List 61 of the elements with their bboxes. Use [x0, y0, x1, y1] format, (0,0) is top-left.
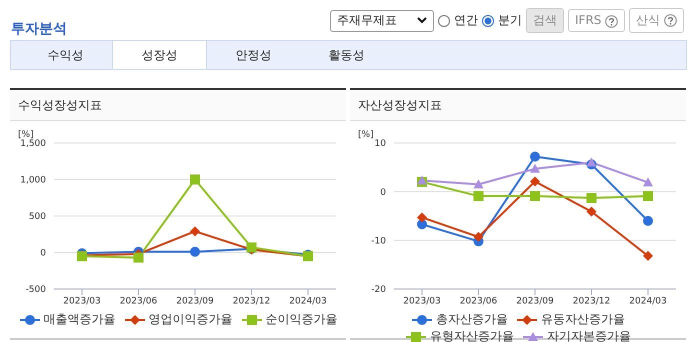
y-tick-label: 500 [28, 212, 46, 222]
point [586, 192, 596, 203]
x-tick-label: 2023/03 [63, 296, 101, 306]
x-tick-label: 2023/12 [572, 296, 610, 306]
point [417, 212, 427, 222]
legend-label: 총자산증가율 [435, 311, 508, 328]
x-tick-label: 2023/03 [403, 296, 441, 306]
x-tick-label: 2023/06 [120, 296, 158, 306]
point [643, 250, 653, 261]
dropdown-field: 주재무제표 [330, 10, 434, 32]
y-tick-label: 0 [40, 248, 46, 259]
point [190, 246, 200, 257]
point [643, 191, 653, 202]
y-tick-label: 10 [374, 139, 386, 150]
y-tick-label: -20 [371, 285, 386, 296]
chart-title: 자산성장성지표 [350, 90, 686, 121]
point [643, 177, 653, 186]
point [190, 174, 200, 184]
point [586, 206, 596, 217]
x-tick-label: 2023/09 [516, 296, 554, 306]
legend-label: 유동자산증가율 [540, 311, 625, 328]
text: 수익성 [46, 47, 84, 64]
text: 안정성 [234, 47, 272, 64]
legend-label: 순이익증가율 [264, 311, 338, 328]
x-tick-label: 2023/09 [176, 296, 214, 306]
point [530, 191, 540, 202]
point [643, 216, 653, 226]
x-tick-label: 2024/03 [629, 296, 667, 306]
text: 산식 [629, 8, 684, 33]
y-tick-label: 0 [380, 188, 386, 198]
point [417, 175, 427, 184]
point [190, 226, 200, 236]
text: 투자분석 [11, 20, 67, 38]
point [530, 176, 540, 186]
point [530, 164, 540, 173]
text: 성장성 [112, 41, 207, 69]
point [474, 191, 484, 202]
x-tick-label: 2023/12 [232, 296, 270, 306]
text: 활동성 [328, 47, 366, 64]
text: 연간 [454, 12, 478, 29]
point [474, 232, 484, 242]
point [134, 252, 144, 263]
chart-title: 수익성장성지표 [10, 90, 346, 121]
legend-label: 매출액증가율 [42, 311, 116, 328]
legend-label: 유형자산증가율 [429, 328, 514, 342]
text: IFRS [568, 9, 626, 32]
y-tick-label: 1,000 [20, 176, 46, 186]
y-axis-title: [%] [18, 130, 34, 140]
text: 검색 [526, 8, 564, 33]
legend-label: 영업이익증가율 [148, 311, 232, 328]
point [474, 179, 484, 188]
y-axis-title: [%] [358, 130, 374, 140]
y-tick-label: -10 [371, 236, 386, 247]
legend-label: 자기자본증가율 [546, 328, 631, 342]
x-tick-label: 2024/03 [289, 296, 327, 306]
y-tick-label: 1,500 [20, 139, 46, 150]
point [586, 157, 596, 166]
x-tick-label: 2023/06 [460, 296, 498, 306]
point [530, 152, 540, 162]
y-tick-label: -500 [26, 285, 46, 296]
text: 분기 [498, 12, 522, 29]
